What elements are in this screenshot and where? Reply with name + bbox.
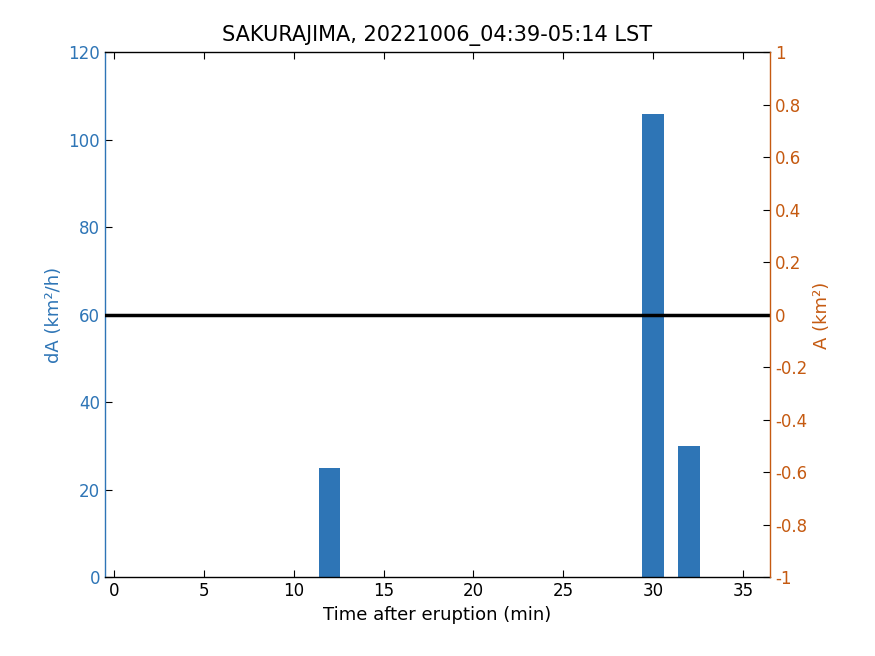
Y-axis label: A (km²): A (km²) [813,281,830,348]
Y-axis label: dA (km²/h): dA (km²/h) [45,267,63,363]
X-axis label: Time after eruption (min): Time after eruption (min) [324,605,551,624]
Title: SAKURAJIMA, 20221006_04:39-05:14 LST: SAKURAJIMA, 20221006_04:39-05:14 LST [222,26,653,47]
Bar [318,468,340,577]
Bar [678,446,700,577]
Bar [642,113,664,577]
